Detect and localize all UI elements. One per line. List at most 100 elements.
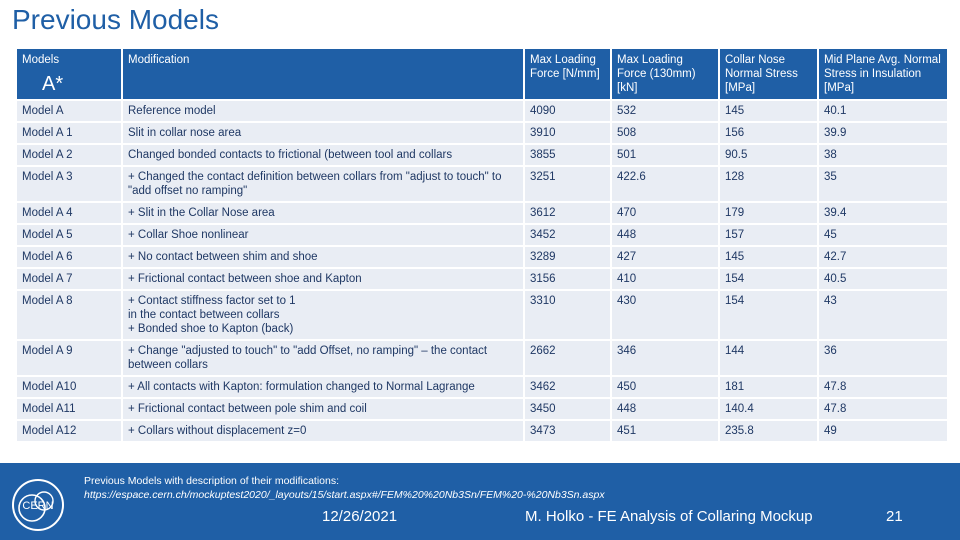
table-row: Model A 2 Changed bonded contacts to fric…	[17, 145, 947, 165]
value-cell: 501	[612, 145, 718, 165]
value-cell: 156	[720, 123, 817, 143]
value-cell: 3910	[525, 123, 610, 143]
slide-date: 12/26/2021	[322, 508, 398, 525]
table-row: Model A Reference model 4090 532 145 40.1	[17, 101, 947, 121]
modification-cell: + Collars without displacement z=0	[123, 421, 523, 441]
value-cell: 2662	[525, 341, 610, 375]
model-name-cell: Model A 6	[17, 247, 121, 267]
value-cell: 38	[819, 145, 947, 165]
column-header: Modification	[123, 49, 523, 99]
value-cell: 3855	[525, 145, 610, 165]
modification-cell: + Slit in the Collar Nose area	[123, 203, 523, 223]
modification-cell: Reference model	[123, 101, 523, 121]
model-name-cell: Model A 8	[17, 291, 121, 339]
value-cell: 90.5	[720, 145, 817, 165]
model-name-cell: Model A 4	[17, 203, 121, 223]
value-cell: 430	[612, 291, 718, 339]
table-row: Model A 7 + Frictional contact between sh…	[17, 269, 947, 289]
value-cell: 39.9	[819, 123, 947, 143]
value-cell: 450	[612, 377, 718, 397]
value-cell: 144	[720, 341, 817, 375]
value-cell: 3156	[525, 269, 610, 289]
value-cell: 140.4	[720, 399, 817, 419]
value-cell: 3289	[525, 247, 610, 267]
value-cell: 235.8	[720, 421, 817, 441]
table-body: Model A Reference model 4090 532 145 40.1 Mode…	[17, 101, 947, 441]
value-cell: 154	[720, 291, 817, 339]
model-name-cell: Model A 1	[17, 123, 121, 143]
table-row: Model A 9 + Change "adjusted to touch" to…	[17, 341, 947, 375]
modification-cell: Changed bonded contacts to frictional (b…	[123, 145, 523, 165]
table-row: Model A 3 + Changed the contact definitio…	[17, 167, 947, 201]
model-name-cell: Model A 5	[17, 225, 121, 245]
value-cell: 3251	[525, 167, 610, 201]
value-cell: 427	[612, 247, 718, 267]
modification-cell: + Change "adjusted to touch" to "add Off…	[123, 341, 523, 375]
value-cell: 39.4	[819, 203, 947, 223]
reference-link[interactable]: https://espace.cern.ch/mockuptest2020/_l…	[84, 489, 605, 501]
value-cell: 181	[720, 377, 817, 397]
models-header-label: Models	[22, 54, 60, 66]
value-cell: 40.5	[819, 269, 947, 289]
value-cell: 45	[819, 225, 947, 245]
value-cell: 4090	[525, 101, 610, 121]
value-cell: 145	[720, 247, 817, 267]
value-cell: 43	[819, 291, 947, 339]
column-header: Collar Nose Normal Stress [MPa]	[720, 49, 817, 99]
column-header: Max Loading Force [N/mm]	[525, 49, 610, 99]
footer-bar: CERN Previous Models with description of…	[0, 463, 960, 540]
footer-description: Previous Models with description of thei…	[84, 474, 605, 502]
table-row: Model A 1 Slit in collar nose area 3910 508…	[17, 123, 947, 143]
description-text: Previous Models with description of thei…	[84, 475, 340, 487]
model-name-cell: Model A 2	[17, 145, 121, 165]
value-cell: 42.7	[819, 247, 947, 267]
value-cell: 470	[612, 203, 718, 223]
table-row: Model A 5 + Collar Shoe nonlinear 3452 448 1…	[17, 225, 947, 245]
model-name-cell: Model A10	[17, 377, 121, 397]
value-cell: 410	[612, 269, 718, 289]
cern-logo-text: CERN	[22, 500, 53, 512]
value-cell: 3310	[525, 291, 610, 339]
value-cell: 346	[612, 341, 718, 375]
table-row: Model A11 + Frictional contact between po…	[17, 399, 947, 419]
value-cell: 40.1	[819, 101, 947, 121]
table-row: Model A 4 + Slit in the Collar Nose area 3…	[17, 203, 947, 223]
value-cell: 451	[612, 421, 718, 441]
models-table: Models A* Modification Max Loading Force…	[15, 47, 949, 443]
modification-cell: Slit in collar nose area	[123, 123, 523, 143]
value-cell: 179	[720, 203, 817, 223]
value-cell: 128	[720, 167, 817, 201]
value-cell: 3612	[525, 203, 610, 223]
table-row: Model A 8 + Contact stiffness factor set …	[17, 291, 947, 339]
value-cell: 154	[720, 269, 817, 289]
value-cell: 47.8	[819, 377, 947, 397]
value-cell: 47.8	[819, 399, 947, 419]
value-cell: 145	[720, 101, 817, 121]
value-cell: 35	[819, 167, 947, 201]
modification-cell: + No contact between shim and shoe	[123, 247, 523, 267]
value-cell: 3473	[525, 421, 610, 441]
table-row: Model A10 + All contacts with Kapton: for…	[17, 377, 947, 397]
model-name-cell: Model A11	[17, 399, 121, 419]
page-number: 21	[886, 508, 903, 525]
model-name-cell: Model A 3	[17, 167, 121, 201]
cern-logo: CERN	[12, 479, 64, 531]
value-cell: 532	[612, 101, 718, 121]
modification-cell: + All contacts with Kapton: formulation …	[123, 377, 523, 397]
modification-cell: + Collar Shoe nonlinear	[123, 225, 523, 245]
modification-cell: + Contact stiffness factor set to 1 in t…	[123, 291, 523, 339]
model-name-cell: Model A	[17, 101, 121, 121]
table-header-row: Models A* Modification Max Loading Force…	[17, 49, 947, 99]
value-cell: 157	[720, 225, 817, 245]
value-cell: 422.6	[612, 167, 718, 201]
column-header: Max Loading Force (130mm) [kN]	[612, 49, 718, 99]
slide-author: M. Holko - FE Analysis of Collaring Mock…	[525, 508, 813, 525]
page-title: Previous Models	[12, 4, 219, 35]
value-cell: 36	[819, 341, 947, 375]
value-cell: 49	[819, 421, 947, 441]
value-cell: 508	[612, 123, 718, 143]
value-cell: 448	[612, 225, 718, 245]
modification-cell: + Frictional contact between pole shim a…	[123, 399, 523, 419]
table-row: Model A 6 + No contact between shim and s…	[17, 247, 947, 267]
modification-cell: + Frictional contact between shoe and Ka…	[123, 269, 523, 289]
